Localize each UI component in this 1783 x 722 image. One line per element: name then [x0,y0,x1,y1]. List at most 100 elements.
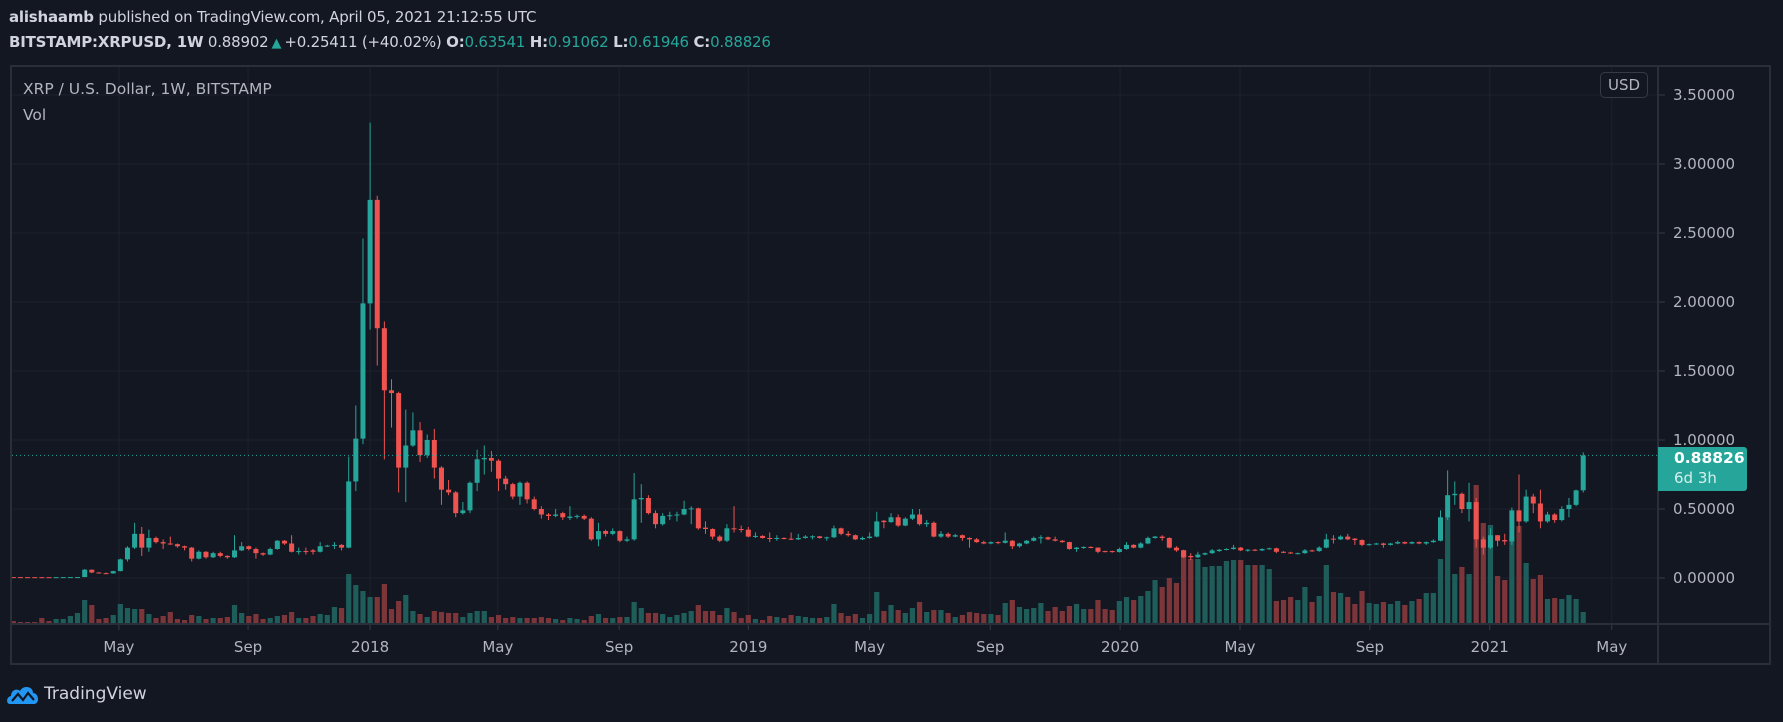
candle-body [1181,550,1187,558]
volume-bar [189,615,195,624]
volume-bar [1223,561,1230,624]
volume-bar [1081,609,1087,624]
candle-body [546,514,551,516]
candle-body [1273,548,1279,552]
volume-bar [324,615,330,624]
volume-bar [67,616,73,624]
candle-body [1416,542,1422,544]
volume-bar [724,608,730,624]
currency-button[interactable]: USD [1600,72,1648,98]
volume-bar [802,617,808,624]
candle-body [1309,550,1315,552]
tradingview-logo[interactable]: TradingView [6,682,147,706]
candle-body [281,540,287,544]
candle-body [888,517,894,523]
volume-bar [752,619,759,624]
volume-bar [567,618,573,624]
volume-bar [888,605,894,624]
candle-body [110,571,116,574]
candle-body [503,478,509,485]
candle-body [189,547,195,559]
candle-body [203,551,209,558]
last-price: 0.88902 [207,33,269,51]
candle-body [1552,514,1558,521]
candle-body [867,536,873,538]
volume-bar [488,617,495,624]
candle-body [67,577,73,579]
volume-bar [1552,598,1558,624]
volume-bar [360,591,366,624]
candle-body [1066,542,1072,550]
volume-bar [1480,523,1486,624]
candle-body [553,514,559,516]
volume-legend[interactable]: Vol [23,106,47,124]
candle-body [760,535,766,538]
candle-body [874,521,880,537]
volume-bar [624,617,630,624]
volume-bar [231,605,238,624]
volume-bar [1523,563,1529,624]
candle-body [524,482,530,500]
candle-body [453,492,459,514]
candle-body [374,199,380,329]
candle-body [1031,537,1037,541]
x-tick-label: 2019 [729,638,767,656]
x-tick-label: 2018 [351,638,389,656]
candle-body [1502,540,1508,542]
low-label: L: [613,33,629,51]
candle-body [510,484,516,497]
triangle-up-icon: ▲ [271,36,282,51]
candle-body [1238,547,1244,551]
candle-body [895,517,901,526]
volume-bar [1573,599,1579,624]
volume-bar [974,613,980,624]
x-tick-label: Sep [234,638,262,656]
volume-bar [331,607,338,624]
candle-body [610,531,616,534]
volume-bar [1352,604,1358,624]
volume-bar [374,597,380,624]
candle-body [474,459,480,483]
candle-body [531,499,537,509]
chart-legend-title[interactable]: XRP / U.S. Dollar, 1W, BITSTAMP [23,80,272,98]
candle-body [1074,547,1080,550]
candle-body [1116,549,1122,553]
candle-body [260,553,266,555]
volume-bar [160,616,166,624]
candle-body [967,537,973,540]
close-value: 0.88826 [710,33,771,51]
candle-body [1323,539,1329,548]
candle-body [1530,496,1536,504]
candle-body [1016,543,1022,547]
volume-bar [1216,566,1222,624]
volume-bar [1116,601,1122,624]
volume-bar [1509,537,1515,624]
candle-body [995,542,1001,544]
volume-bar [895,610,901,624]
x-tick-label: May [482,638,513,656]
y-tick-label: 2.00000 [1673,293,1735,311]
candle-body [410,430,416,446]
candle-body [103,573,109,575]
publisher-name[interactable]: alishaamb [9,8,94,26]
candle-body [574,515,580,517]
candle-body [1402,542,1408,544]
candle-body [845,533,851,536]
candle-body [39,577,45,579]
volume-bar [681,613,687,624]
candle-body [1523,496,1529,522]
candle-body [296,551,302,553]
candle-body [959,535,965,538]
volume-bar [1002,603,1008,624]
volume-bar [467,613,473,624]
candle-body [246,546,252,550]
volume-bar [838,613,844,624]
candle-body [389,390,395,394]
candle-body [267,549,273,555]
x-tick-label: May [1224,638,1255,656]
volume-bar [1366,603,1372,624]
candle-body [1352,538,1358,541]
volume-bar [353,585,359,624]
x-tick-label: May [1596,638,1627,656]
